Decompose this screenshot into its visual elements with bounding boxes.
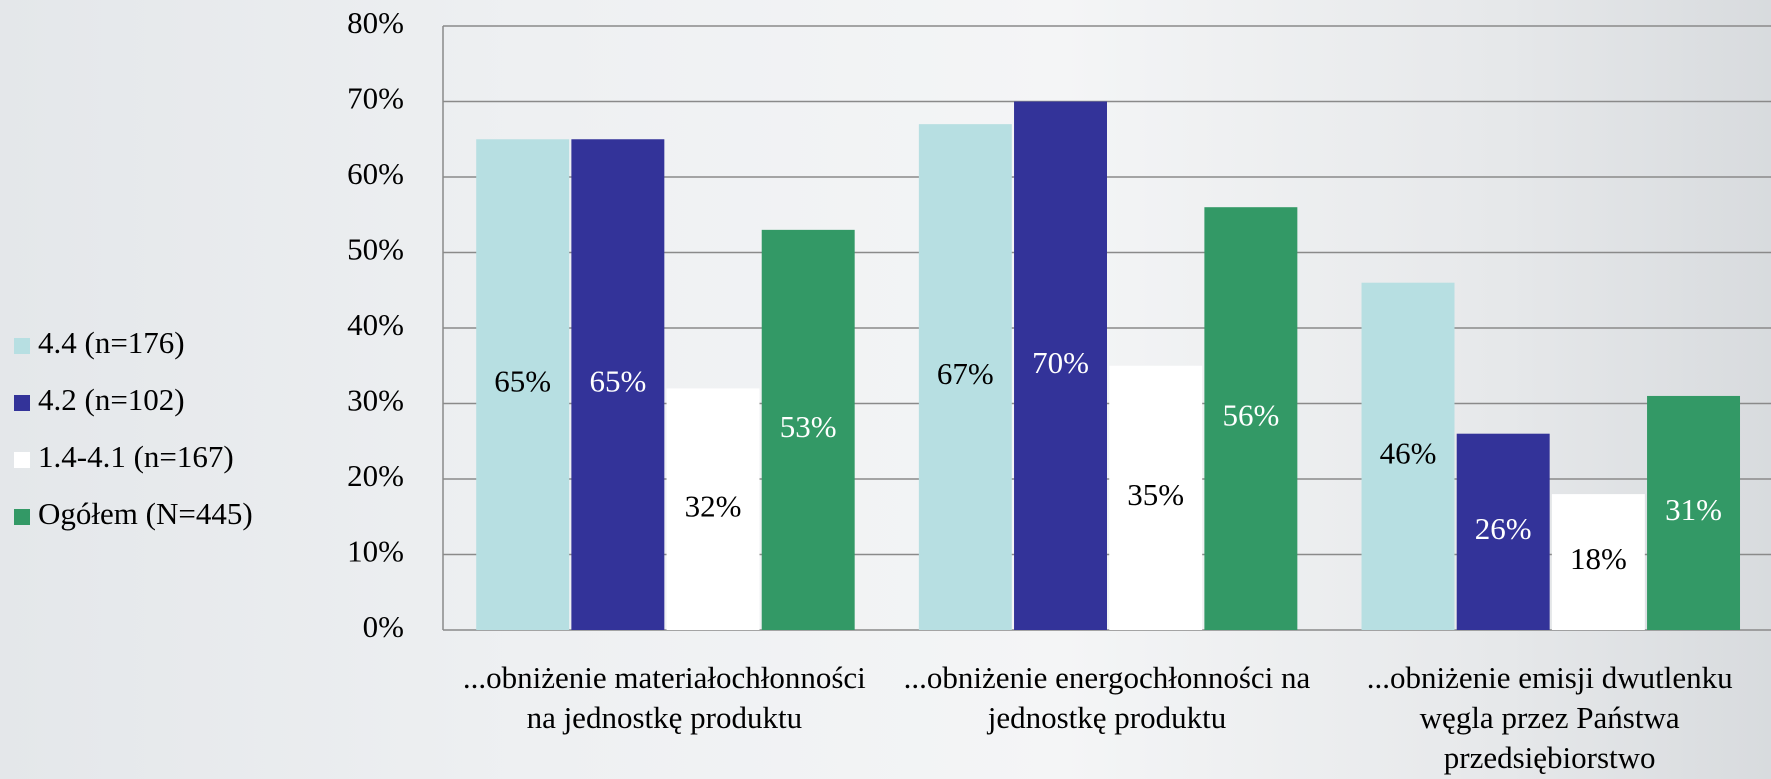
legend-swatch [14,509,30,525]
data-label: 32% [685,488,742,523]
legend-label: 1.4-4.1 (n=167) [38,439,234,474]
y-tick-label: 60% [347,156,404,191]
y-tick-label: 80% [347,5,404,40]
y-tick-label: 70% [347,81,404,116]
data-label: 65% [494,364,551,399]
y-tick-label: 20% [347,458,404,493]
bar [1551,494,1645,630]
x-tick-label: ...obniżenie energochłonności na jednost… [903,660,1311,735]
bar [1361,282,1455,630]
x-tick-label: ...obniżenie materiałochłonności na jedn… [462,660,866,735]
bar [1109,365,1203,630]
y-tick-label: 30% [347,383,404,418]
bar [476,139,570,630]
y-tick-label: 40% [347,307,404,342]
legend-label: 4.4 (n=176) [38,325,185,360]
legend-swatch [14,452,30,468]
legend-label: 4.2 (n=102) [38,382,185,417]
y-tick-label: 0% [363,609,404,644]
data-label: 65% [589,364,646,399]
data-label: 31% [1665,492,1722,527]
legend-label: Ogółem (N=445) [38,496,253,531]
y-tick-label: 50% [347,232,404,267]
data-label: 35% [1127,477,1184,512]
data-label: 70% [1032,345,1089,380]
bar [1647,395,1741,630]
bar [1456,433,1550,630]
y-tick-label: 10% [347,534,404,569]
data-label: 46% [1380,435,1437,470]
legend-swatch [14,395,30,411]
bar [1204,207,1298,630]
bar [666,388,760,630]
bar [761,229,855,630]
legend-swatch [14,338,30,354]
bar [918,124,1012,631]
data-label: 18% [1570,541,1627,576]
x-tick-label: ...obniżenie emisji dwutlenku węgla prze… [1366,660,1733,775]
data-label: 26% [1475,511,1532,546]
data-label: 53% [780,409,837,444]
data-label: 67% [937,356,994,391]
bar [571,139,665,630]
data-label: 56% [1222,398,1279,433]
bar [1014,101,1107,630]
